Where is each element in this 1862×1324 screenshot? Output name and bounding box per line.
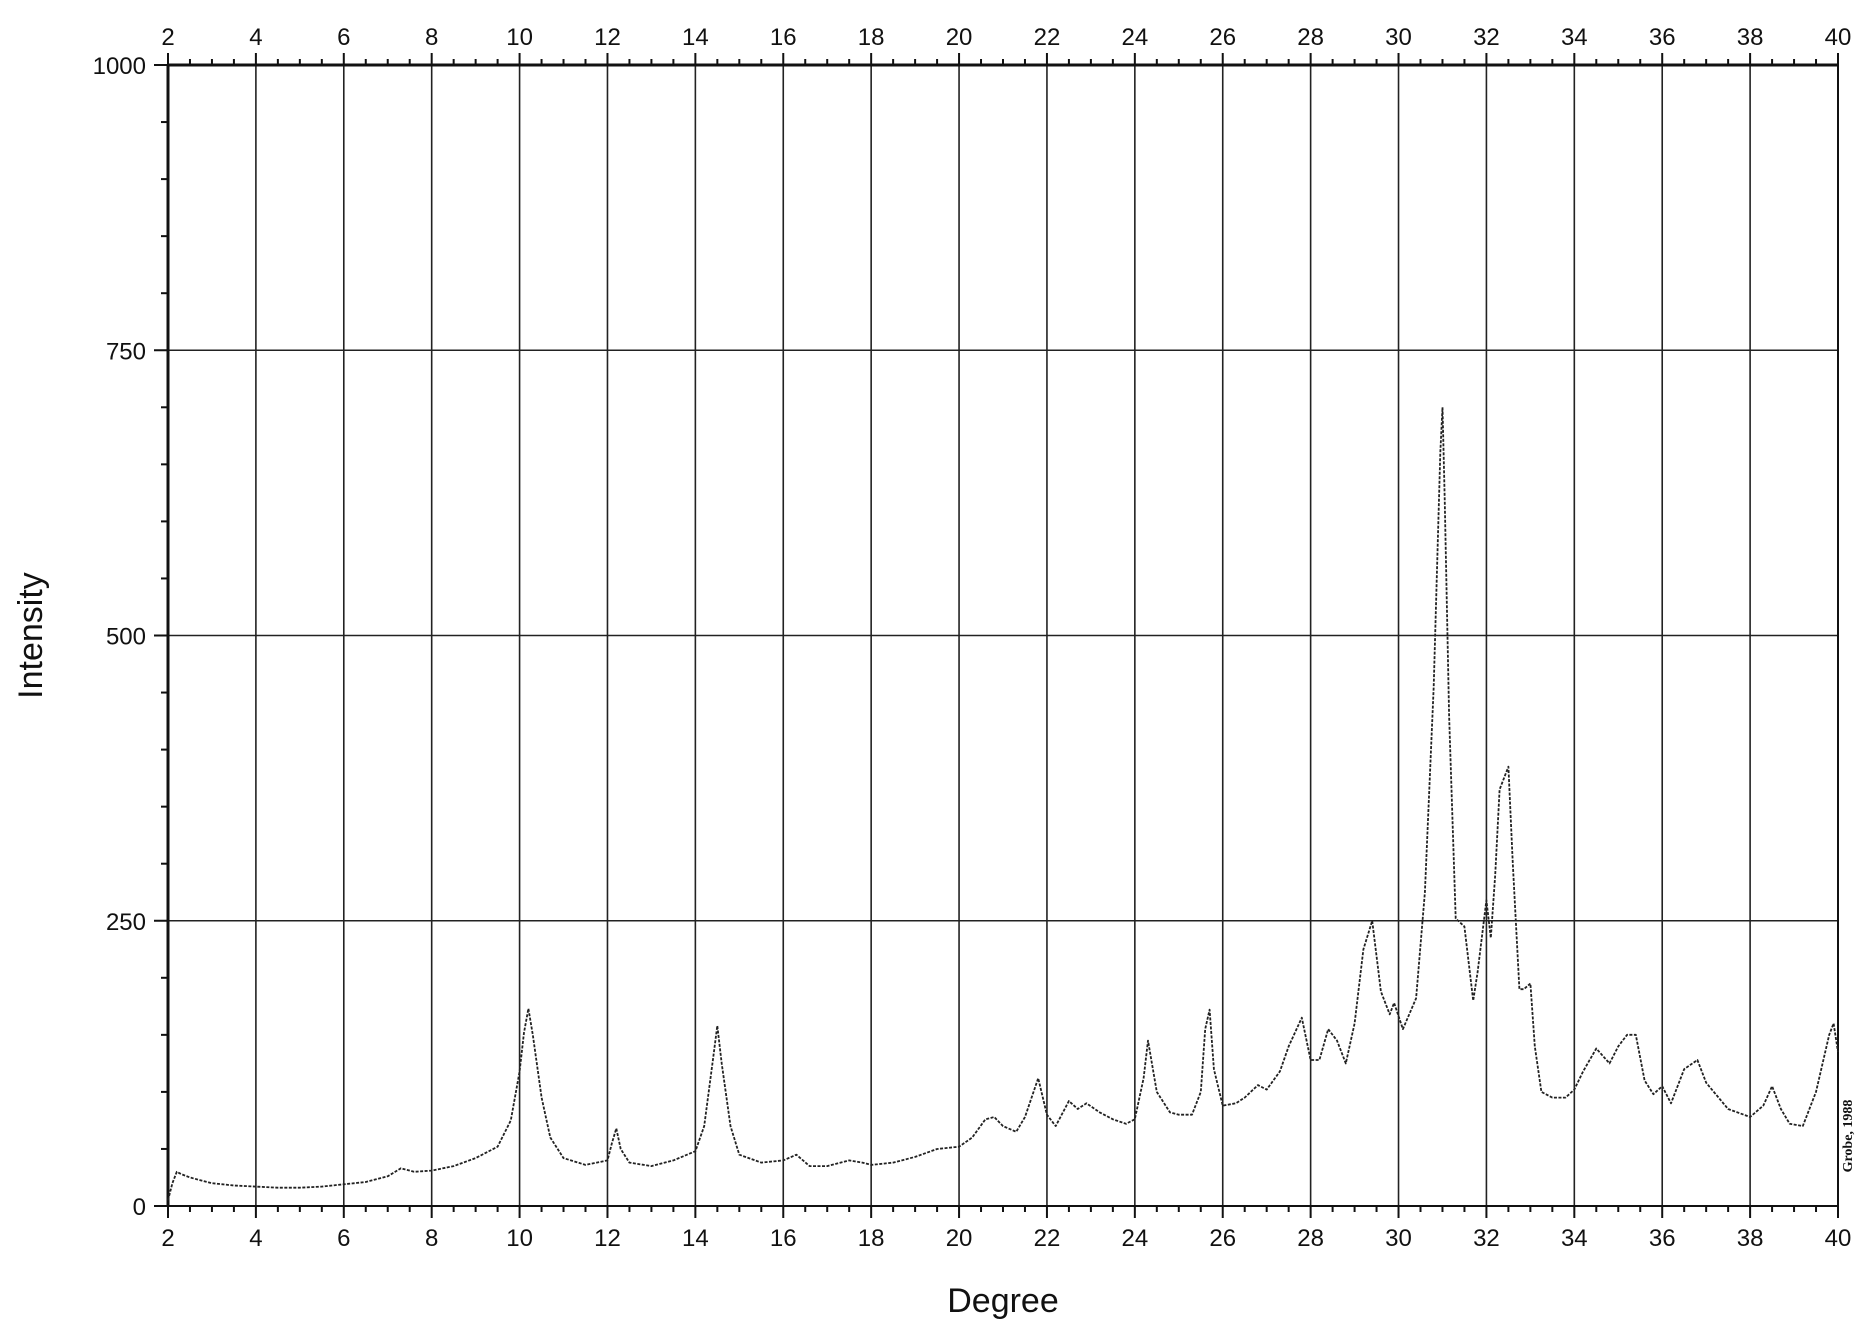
y-tick-label: 0 — [133, 1194, 146, 1221]
x-tick-label-top: 28 — [1297, 24, 1324, 51]
x-tick-label-top: 10 — [506, 24, 533, 51]
y-tick-label: 250 — [106, 909, 146, 936]
x-tick-label-top: 4 — [249, 24, 262, 51]
x-tick-label-top: 20 — [946, 24, 973, 51]
x-tick-label-bottom: 38 — [1737, 1225, 1764, 1252]
x-axis-title: Degree — [947, 1282, 1059, 1320]
x-tick-label-bottom: 6 — [337, 1225, 350, 1252]
x-tick-label-top: 36 — [1649, 24, 1676, 51]
x-tick-label-bottom: 18 — [858, 1225, 885, 1252]
x-tick-label-bottom: 8 — [425, 1225, 438, 1252]
x-tick-label-top: 26 — [1209, 24, 1236, 51]
x-tick-label-bottom: 24 — [1121, 1225, 1148, 1252]
x-tick-label-bottom: 2 — [161, 1225, 174, 1252]
x-tick-label-bottom: 10 — [506, 1225, 533, 1252]
x-tick-label-top: 6 — [337, 24, 350, 51]
x-tick-label-top: 38 — [1737, 24, 1764, 51]
x-tick-label-top: 22 — [1034, 24, 1061, 51]
x-tick-label-top: 8 — [425, 24, 438, 51]
data-series — [167, 406, 1839, 1201]
x-tick-label-top: 12 — [594, 24, 621, 51]
x-tick-label-bottom: 20 — [946, 1225, 973, 1252]
x-tick-label-bottom: 14 — [682, 1225, 709, 1252]
x-tick-label-top: 34 — [1561, 24, 1588, 51]
x-tick-label-bottom: 22 — [1034, 1225, 1061, 1252]
x-tick-label-top: 40 — [1825, 24, 1852, 51]
credit-label: Grobe, 1988 — [1841, 1100, 1856, 1173]
x-tick-label-bottom: 16 — [770, 1225, 797, 1252]
x-tick-label-bottom: 40 — [1825, 1225, 1852, 1252]
x-tick-label-bottom: 32 — [1473, 1225, 1500, 1252]
series-line-0 — [167, 406, 1839, 1201]
tick-marks — [154, 53, 1839, 1218]
x-tick-label-top: 32 — [1473, 24, 1500, 51]
tick-labels: 2244668810101212141416161818202022222424… — [93, 24, 1852, 1252]
x-tick-label-bottom: 4 — [249, 1225, 262, 1252]
x-tick-label-top: 2 — [161, 24, 174, 51]
x-tick-label-bottom: 30 — [1385, 1225, 1412, 1252]
y-tick-label: 750 — [106, 338, 146, 365]
y-tick-label: 500 — [106, 624, 146, 651]
x-tick-label-bottom: 12 — [594, 1225, 621, 1252]
y-tick-label: 1000 — [93, 53, 146, 80]
x-tick-label-top: 16 — [770, 24, 797, 51]
x-tick-label-top: 24 — [1121, 24, 1148, 51]
x-tick-label-bottom: 26 — [1209, 1225, 1236, 1252]
grid-lines — [168, 65, 1838, 1206]
x-tick-label-bottom: 34 — [1561, 1225, 1588, 1252]
x-tick-label-bottom: 28 — [1297, 1225, 1324, 1252]
x-tick-label-top: 18 — [858, 24, 885, 51]
y-axis-title: Intensity — [12, 572, 50, 699]
x-tick-label-top: 30 — [1385, 24, 1412, 51]
x-tick-label-bottom: 36 — [1649, 1225, 1676, 1252]
x-tick-label-top: 14 — [682, 24, 709, 51]
